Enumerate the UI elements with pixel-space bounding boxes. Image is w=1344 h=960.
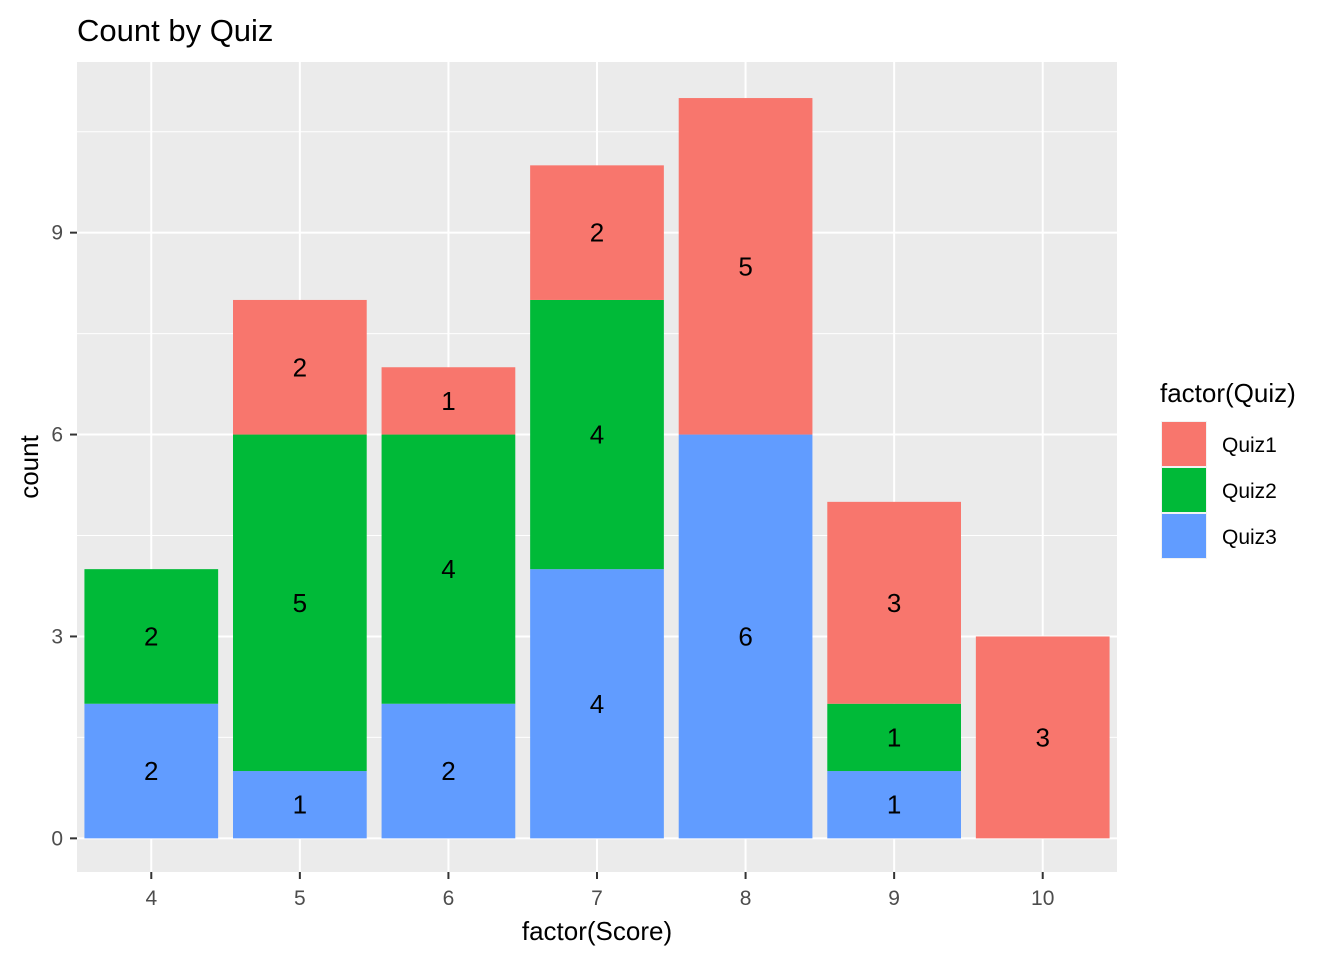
legend: factor(Quiz) Quiz1 Quiz2 Quiz3 <box>1160 378 1296 559</box>
bar-label: 4 <box>590 420 604 450</box>
x-tick-label: 9 <box>888 887 900 910</box>
x-tick-label: 10 <box>1031 887 1054 910</box>
x-tick-label: 6 <box>443 887 455 910</box>
y-tick-label: 3 <box>51 625 63 648</box>
bar-label: 1 <box>293 790 307 820</box>
x-tick-label: 5 <box>294 887 306 910</box>
bar-quiz1-score-5 <box>233 299 367 435</box>
bar-label: 2 <box>590 218 604 248</box>
y-tick-label: 6 <box>51 424 63 447</box>
bar-quiz3-score-9 <box>827 771 961 839</box>
bar-quiz3-score-8 <box>678 434 813 839</box>
x-axis: 4 5 6 7 8 9 10 <box>145 872 1054 910</box>
bars <box>84 98 1110 839</box>
bar-label: 3 <box>1035 722 1049 752</box>
bar-quiz1-score-10 <box>975 636 1110 839</box>
legend-key-quiz3 <box>1162 514 1206 558</box>
y-axis: 0 3 6 9 <box>51 222 77 850</box>
bar-label: 5 <box>738 251 752 281</box>
bar-quiz3-score-4 <box>84 703 219 839</box>
bar-label: 3 <box>887 588 901 618</box>
y-tick-label: 9 <box>51 222 63 245</box>
bar-label: 2 <box>144 756 158 786</box>
legend-key-quiz2 <box>1162 468 1206 512</box>
bar-label: 1 <box>887 722 901 752</box>
bar-quiz1-score-6 <box>381 367 516 435</box>
bar-label: 2 <box>441 756 455 786</box>
y-tick-label: 0 <box>51 827 63 850</box>
x-tick-label: 7 <box>591 887 603 910</box>
bar-quiz2-score-6 <box>381 434 516 704</box>
legend-label-quiz2: Quiz2 <box>1222 480 1277 503</box>
bar-quiz2-score-5 <box>233 434 367 772</box>
bar-label: 2 <box>144 621 158 651</box>
x-tick-label: 8 <box>740 887 752 910</box>
bar-quiz2-score-7 <box>530 299 664 570</box>
bar-label: 4 <box>590 689 604 719</box>
y-axis-label: count <box>14 434 44 498</box>
bar-label: 1 <box>887 790 901 820</box>
chart-title: Count by Quiz <box>77 13 273 48</box>
legend-title: factor(Quiz) <box>1160 378 1296 408</box>
bar-quiz1-score-9 <box>827 501 961 704</box>
x-tick-label: 4 <box>145 887 157 910</box>
x-axis-label: factor(Score) <box>522 916 672 946</box>
bar-labels: 2 2 1 5 2 2 4 1 4 4 2 6 5 1 1 3 3 <box>144 218 1050 820</box>
bar-quiz1-score-7 <box>530 165 664 300</box>
bar-quiz3-score-5 <box>233 771 367 839</box>
bar-quiz3-score-7 <box>530 569 664 839</box>
legend-key-quiz1 <box>1162 422 1206 466</box>
bar-label: 1 <box>441 386 455 416</box>
bar-quiz2-score-9 <box>827 703 961 772</box>
legend-label-quiz1: Quiz1 <box>1222 434 1277 457</box>
bar-label: 2 <box>293 352 307 382</box>
bar-label: 5 <box>293 588 307 618</box>
bar-label: 6 <box>738 621 752 651</box>
bar-quiz1-score-8 <box>678 98 813 435</box>
bar-label: 4 <box>441 554 455 584</box>
legend-label-quiz3: Quiz3 <box>1222 526 1277 549</box>
bar-quiz2-score-4 <box>84 569 219 704</box>
bar-quiz3-score-6 <box>381 703 516 839</box>
